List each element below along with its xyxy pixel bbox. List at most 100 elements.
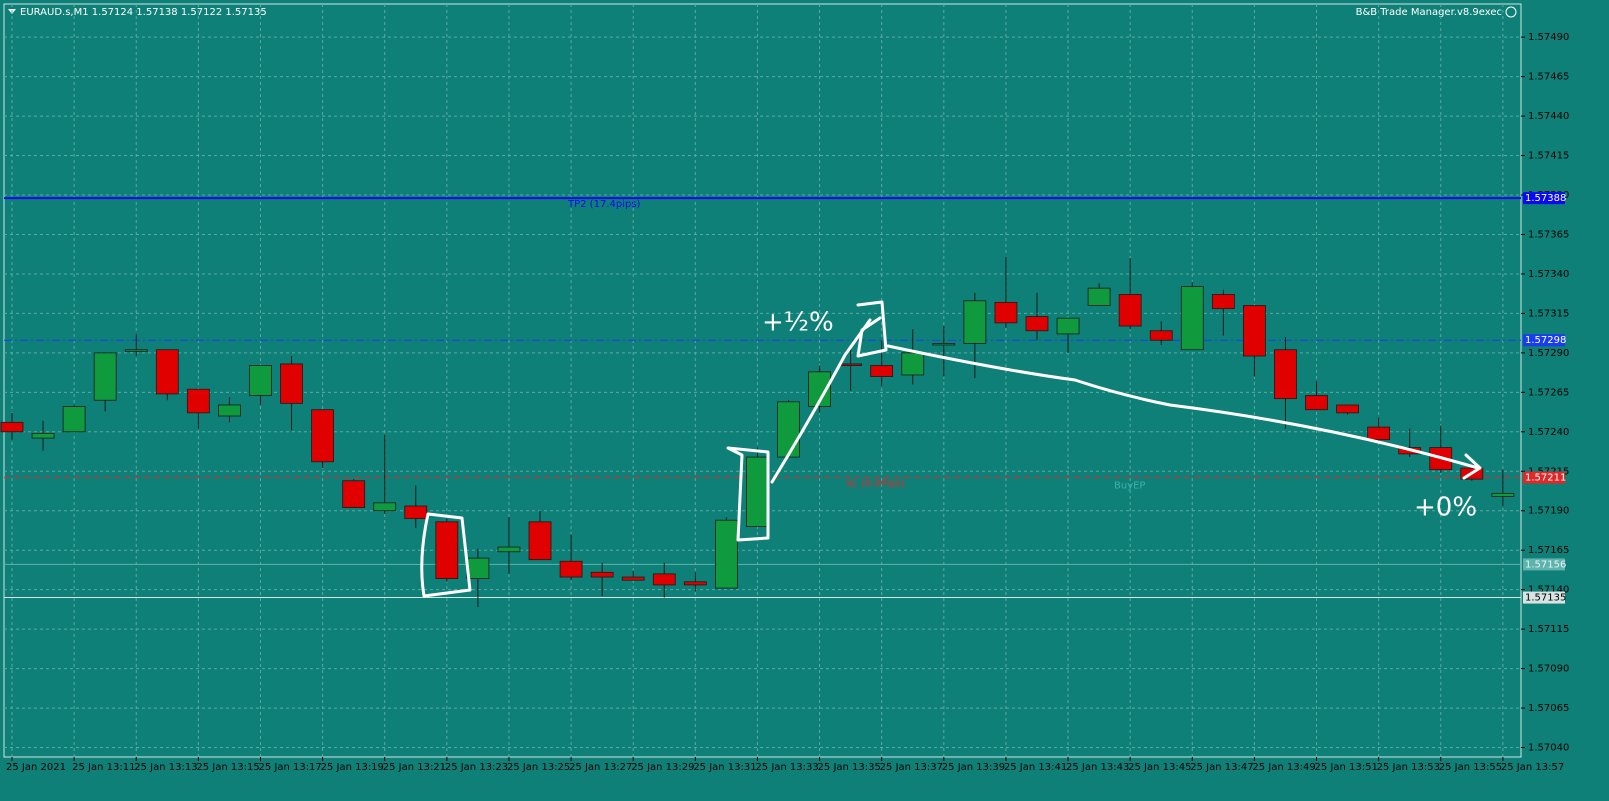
candle-body — [870, 365, 894, 377]
x-tick-label: 25 Jan 13:37 — [880, 762, 943, 773]
y-tick-label: 1.57340 — [1528, 269, 1569, 280]
candle-body — [1056, 317, 1080, 335]
hand-arrow-head — [856, 300, 888, 358]
level-label: TP2 (17.4pips) — [567, 199, 641, 210]
x-tick-label: 25 Jan 13:23 — [445, 762, 508, 773]
candle-body — [186, 388, 210, 414]
candle-body — [373, 502, 397, 512]
price-box-label: 1.57135 — [1525, 593, 1566, 604]
candle-body — [777, 401, 800, 458]
x-tick-label: 25 Jan 13:55 — [1439, 762, 1502, 773]
plot-frame — [3, 3, 1522, 758]
price-box-label: 1.57388 — [1525, 193, 1566, 204]
level-label: SL (0.0Pips) — [846, 479, 905, 490]
x-tick-label: 25 Jan 13:13 — [134, 762, 197, 773]
x-tick-label: 25 Jan 13:35 — [818, 762, 881, 773]
y-tick-label: 1.57115 — [1528, 624, 1569, 635]
candle-body — [497, 546, 521, 553]
x-tick-label: 25 Jan 13:29 — [631, 762, 694, 773]
y-tick-label: 1.57090 — [1528, 664, 1569, 675]
y-tick-label: 1.57140 — [1528, 585, 1569, 596]
y-tick-label: 1.57065 — [1528, 703, 1569, 714]
y-tick-label: 1.57040 — [1528, 743, 1569, 754]
candle-body — [528, 521, 552, 561]
annotation: +½% — [762, 308, 834, 338]
candle-body — [963, 300, 987, 344]
y-tick-label: 1.57490 — [1528, 32, 1569, 43]
price-box — [1523, 334, 1565, 347]
symbol-header: EURAUD.s,M1 1.57124 1.57138 1.57122 1.57… — [20, 7, 267, 18]
x-tick-label: 25 Jan 13:53 — [1377, 762, 1440, 773]
candle-body — [621, 576, 645, 581]
entry-label: BuyEP — [1114, 481, 1145, 492]
price-box-label: 1.57156 — [1525, 559, 1566, 570]
candle-body — [1211, 294, 1235, 310]
x-tick-label: 25 Jan 13:49 — [1252, 762, 1315, 773]
x-tick-label: 25 Jan 13:25 — [507, 762, 570, 773]
price-box — [1523, 558, 1565, 571]
candle-body — [1336, 404, 1359, 414]
candle-body — [994, 301, 1018, 324]
candle-body — [311, 409, 335, 463]
y-tick-label: 1.57240 — [1528, 427, 1569, 438]
price-box-label: 1.57298 — [1525, 335, 1566, 346]
hand-arrow-head — [1462, 453, 1482, 480]
x-tick-label: 25 Jan 13:51 — [1315, 762, 1378, 773]
candle-body — [1025, 316, 1049, 332]
x-tick-label: 25 Jan 13:21 — [383, 762, 446, 773]
candle-body — [901, 352, 925, 376]
candle-body — [155, 349, 179, 395]
price-box — [1523, 471, 1565, 484]
y-tick-label: 1.57290 — [1528, 348, 1569, 359]
candle-body — [466, 557, 490, 580]
candle-body — [714, 519, 738, 589]
candle-body — [839, 363, 863, 366]
x-tick-label: 25 Jan 13:39 — [942, 762, 1005, 773]
candle-body — [1087, 287, 1111, 306]
x-tick-label: 25 Jan 13:17 — [258, 762, 321, 773]
candle-body — [62, 406, 86, 433]
x-tick-label: 25 Jan 13:41 — [1004, 762, 1067, 773]
candle-body — [808, 371, 831, 407]
candle-body — [1274, 349, 1297, 400]
y-tick-label: 1.57165 — [1528, 545, 1569, 556]
x-tick-label: 25 Jan 13:19 — [321, 762, 384, 773]
y-tick-label: 1.57440 — [1528, 111, 1569, 122]
candle-body — [559, 560, 583, 578]
indicator-icon[interactable] — [1505, 6, 1517, 18]
candle-body — [0, 421, 24, 433]
x-tick-label: 25 Jan 13:27 — [569, 762, 632, 773]
hand-drawing — [420, 300, 1482, 598]
y-tick-label: 1.57265 — [1528, 387, 1569, 398]
annotation: +0% — [1414, 493, 1477, 523]
x-tick-label: 25 Jan 13:47 — [1190, 762, 1253, 773]
candle-body — [1367, 426, 1391, 441]
hand-box — [726, 446, 770, 542]
candle-body — [1118, 294, 1142, 327]
grid — [4, 4, 1521, 757]
x-tick-label: 25 Jan 13:11 — [72, 762, 135, 773]
candle-body — [1305, 395, 1328, 411]
candle-body — [652, 573, 676, 586]
indicator-name: B&B Trade Manager.v8.9exec — [1356, 7, 1502, 18]
candle-body — [590, 571, 614, 578]
candle-body — [280, 363, 303, 404]
candle-body — [31, 432, 55, 439]
x-tick-label: 25 Jan 2021 — [6, 762, 66, 773]
candle-body — [124, 349, 148, 352]
candle-body — [683, 581, 707, 586]
candle-body — [404, 505, 428, 520]
y-tick-label: 1.57415 — [1528, 151, 1569, 162]
x-tick-label: 25 Jan 13:31 — [693, 762, 756, 773]
x-tick-label: 25 Jan 13:57 — [1501, 762, 1564, 773]
candle-body — [435, 521, 459, 580]
price-box-label: 1.57211 — [1525, 473, 1566, 484]
candle-body — [342, 480, 366, 508]
candles — [0, 256, 1515, 608]
candle-body — [93, 352, 117, 401]
x-tick-label: 25 Jan 13:43 — [1066, 762, 1129, 773]
x-tick-label: 25 Jan 13:45 — [1128, 762, 1191, 773]
y-tick-label: 1.57465 — [1528, 72, 1569, 83]
